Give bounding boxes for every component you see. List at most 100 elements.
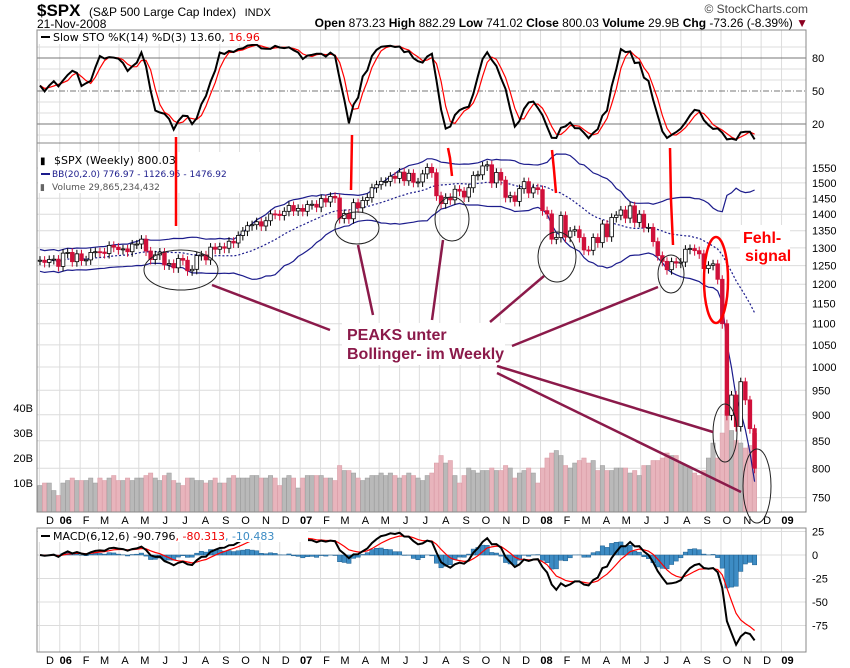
x-tick-label: A [683, 515, 691, 527]
macd-histogram-bar [194, 552, 200, 556]
candle-body [623, 209, 628, 219]
fehlsignal-label-line1: Fehl- [743, 230, 781, 247]
candle-body [526, 181, 531, 194]
volume-bar [618, 467, 624, 513]
candle-body [369, 187, 375, 199]
macd-histogram-bar [558, 554, 564, 561]
macd-histogram-bar [498, 554, 504, 557]
macd-histogram-bar [111, 552, 117, 556]
macd-histogram-bar [738, 554, 744, 572]
volume-bar [466, 467, 472, 513]
macd-histogram-bar [143, 554, 149, 557]
candle-body [632, 205, 637, 223]
candle-body [401, 171, 407, 182]
volume-bar [171, 480, 177, 513]
volume-bar [493, 470, 499, 513]
macd-histogram-bar [369, 549, 375, 556]
volume-bar [217, 482, 223, 513]
volume-bar [521, 470, 527, 513]
candle-body [512, 195, 518, 202]
volume-bar [434, 462, 439, 513]
pointer-lines [211, 239, 742, 494]
candle-body [212, 246, 218, 250]
price-tick-label: 1300 [812, 243, 836, 255]
watermark: © StockCharts.com [704, 2, 808, 16]
macd-histogram-bar [457, 554, 462, 558]
volume-bar-icon: ▮ [40, 183, 45, 193]
x-tick-label: J [664, 655, 670, 667]
macd-histogram-bar [710, 554, 716, 556]
candle-body [724, 323, 730, 416]
open-label: Open [315, 16, 346, 30]
volume-bar [678, 462, 684, 513]
candle-body [425, 167, 430, 175]
macd-histogram-bar [231, 551, 237, 556]
candle-body [171, 263, 176, 269]
volume-bar [189, 477, 195, 513]
fehl-label-bg [740, 225, 790, 265]
x-tick-label: M [100, 655, 109, 667]
candle-body [434, 172, 439, 197]
candle-body [259, 221, 264, 227]
volume-bar [572, 462, 578, 513]
candle-body [222, 246, 227, 249]
volume-bar [226, 477, 232, 513]
candle-body [97, 251, 103, 254]
volume-bar [590, 460, 596, 513]
x-tick-label: N [743, 655, 751, 667]
candle-body [549, 213, 554, 240]
x-tick-label: D [763, 515, 771, 527]
candle-body [295, 208, 301, 212]
volume-bar [461, 475, 467, 513]
volume-bar [79, 480, 84, 513]
candle-body [383, 180, 388, 183]
volume-bar [231, 475, 237, 513]
volume-bar [120, 480, 126, 513]
macd-histogram-bar [268, 552, 273, 556]
candle-body [484, 164, 490, 167]
bollinger-bands [39, 153, 756, 482]
macd-histogram-bar [627, 545, 633, 556]
macd-histogram-bar [355, 554, 361, 558]
volume-bar [351, 472, 356, 513]
volume-bar [69, 477, 75, 513]
macd-histogram-bar [599, 545, 605, 556]
candle-body [572, 229, 577, 232]
macd-histogram-bar [420, 554, 426, 558]
volume-bar [669, 455, 675, 513]
candle-body [106, 245, 112, 254]
high-value: 882.29 [419, 16, 456, 30]
candle-body [332, 196, 338, 199]
candle-body [521, 181, 527, 190]
candle-body [355, 202, 361, 209]
price-tick-label: 900 [812, 410, 830, 422]
candle-body [189, 268, 195, 272]
candle-body [540, 189, 545, 212]
macd-histogram-bar [125, 554, 131, 557]
candle-body [185, 259, 190, 272]
candle-body [554, 237, 559, 240]
candle-body [194, 255, 199, 270]
macd-histogram-bar [563, 554, 568, 562]
candle-body [217, 246, 222, 250]
axes: DD0606FFMMAAMMJJJJAASSOONNDD0707FFMMAAMM… [13, 53, 836, 667]
macd-histogram-bar [673, 554, 679, 562]
candle-body [236, 235, 241, 244]
price-tick-label: 1350 [812, 226, 836, 238]
macd-histogram-bar [549, 554, 555, 570]
candle-body [286, 205, 292, 212]
volume-bar [212, 477, 218, 513]
candle-body [591, 237, 596, 251]
macd-histogram-bar [134, 553, 140, 556]
volume-bar [378, 472, 384, 513]
candle-body [116, 246, 121, 251]
candle-body [577, 229, 582, 238]
macd-histogram-bar [447, 554, 453, 566]
candle-body [752, 428, 757, 469]
macd-histogram-bar [590, 552, 596, 556]
candle-body [378, 180, 384, 186]
macd-histogram-bar [604, 547, 610, 556]
macd-histogram-bar [489, 552, 495, 556]
macd-histogram-bar [378, 547, 384, 556]
